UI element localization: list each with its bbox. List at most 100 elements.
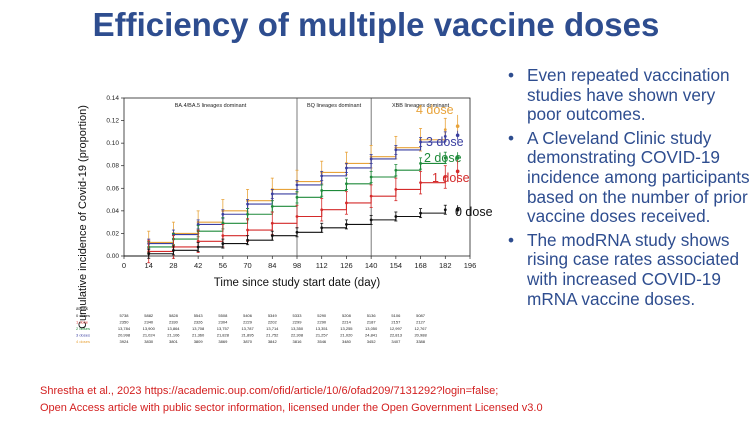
data-point-3-dose <box>246 202 249 206</box>
at-risk-count: 5508 <box>218 313 228 318</box>
at-risk-count: 20,998 <box>118 333 131 338</box>
at-risk-count: 3842 <box>268 339 278 344</box>
data-point-0-dose <box>270 234 274 238</box>
data-point-1-dose <box>369 194 373 198</box>
at-risk-count: 2187 <box>367 320 377 325</box>
x-axis-label: Time since study start date (day) <box>214 277 381 289</box>
data-point-1-dose <box>270 221 274 225</box>
at-risk-label: 3 doses <box>76 333 90 338</box>
data-point-0-dose <box>221 242 225 245</box>
data-point-3-dose <box>419 140 422 144</box>
at-risk-count: 13,757 <box>217 326 230 331</box>
x-tick-label: 28 <box>169 261 177 270</box>
bullet-icon: • <box>508 127 515 148</box>
end-point-1-dose <box>455 169 460 174</box>
at-risk-count: 5136 <box>367 313 377 318</box>
at-risk-count: 13,708 <box>192 326 205 331</box>
cumulative-incidence-chart: BA.4/BA.5 lineages dominant BQ lineages d… <box>76 95 493 344</box>
data-point-1-dose <box>320 208 324 212</box>
at-risk-count: 5333 <box>293 313 303 318</box>
bullet-text-3: The modRNA study shows rising case rates… <box>527 229 740 309</box>
data-point-0-dose <box>172 248 175 252</box>
at-risk-count: 12,997 <box>390 326 403 331</box>
data-point-2-dose <box>221 221 225 225</box>
x-tick-label: 154 <box>390 261 403 270</box>
at-risk-count: 2340 <box>144 320 154 325</box>
at-risk-count: 2157 <box>391 320 401 325</box>
y-tick-label: 0.14 <box>106 95 119 102</box>
series-label-2-dose: 2 dose <box>424 151 462 165</box>
end-point-4-dose <box>455 124 460 129</box>
at-risk-count: 5543 <box>194 313 204 318</box>
data-point-1-dose <box>419 181 422 185</box>
y-tick-label: 0.10 <box>106 140 119 147</box>
x-tick-label: 112 <box>316 261 328 270</box>
data-point-0-dose <box>369 218 373 222</box>
at-risk-count: 22,308 <box>291 333 304 338</box>
at-risk-count: 13,351 <box>316 326 329 331</box>
at-risk-count: 12,767 <box>414 326 427 331</box>
data-point-3-dose <box>345 166 348 170</box>
data-point-3-dose <box>394 148 398 152</box>
at-risk-count: 2202 <box>268 320 278 325</box>
at-risk-count: 21,020 <box>340 333 353 338</box>
data-point-2-dose <box>295 195 299 199</box>
series-label-4-dose: 4 dose <box>416 103 454 117</box>
y-tick-label: 0.02 <box>106 230 119 237</box>
at-risk-count: 3801 <box>169 339 179 344</box>
at-risk-count: 21,106 <box>167 333 180 338</box>
data-point-0-dose <box>419 211 422 215</box>
bullet-icon: • <box>508 229 515 250</box>
at-risk-count: 3816 <box>293 339 303 344</box>
data-point-0-dose <box>147 252 151 256</box>
data-point-3-dose <box>196 223 200 226</box>
data-point-2-dose <box>246 212 249 216</box>
at-risk-label: 2 doses <box>76 326 90 331</box>
series-label-0-dose: 0 dose <box>455 205 493 219</box>
data-point-1-dose <box>295 215 299 218</box>
series-line-4-dose <box>124 129 446 257</box>
end-point-3-dose <box>455 133 460 138</box>
data-point-1-dose <box>394 188 398 191</box>
at-risk-count: 21,360 <box>192 333 205 338</box>
at-risk-count: 5738 <box>120 313 130 318</box>
data-point-2-dose <box>369 175 373 179</box>
at-risk-count: 22,813 <box>390 333 403 338</box>
data-point-3-dose <box>369 157 373 161</box>
at-risk-count: 3546 <box>317 339 327 344</box>
at-risk-count: 24,841 <box>365 333 378 338</box>
period-label-1: BA.4/BA.5 lineages dominant <box>175 103 247 109</box>
at-risk-count: 13,784 <box>118 326 131 331</box>
at-risk-count: 2229 <box>243 320 253 325</box>
data-point-4-dose <box>443 128 447 131</box>
data-point-1-dose <box>443 175 447 179</box>
end-point-2-dose <box>455 156 460 160</box>
at-risk-count: 5290 <box>317 313 327 318</box>
data-point-1-dose <box>196 239 200 243</box>
at-risk-count: 21,895 <box>241 333 254 338</box>
at-risk-count: 2330 <box>169 320 179 325</box>
bullet-text-1: Even repeated vaccination studies have s… <box>527 65 730 125</box>
at-risk-count: 21,024 <box>143 333 156 338</box>
at-risk-count: 5349 <box>268 313 278 318</box>
at-risk-count: 3924 <box>120 339 130 344</box>
data-point-2-dose <box>443 156 447 160</box>
data-point-3-dose <box>270 192 274 196</box>
data-point-3-dose <box>295 183 299 187</box>
y-tick-label: 0.04 <box>106 208 119 215</box>
at-risk-count: 5406 <box>243 313 253 318</box>
at-risk-count: 13,900 <box>143 326 156 331</box>
data-point-0-dose <box>295 230 299 234</box>
at-risk-count: 5087 <box>416 313 426 318</box>
series-label-3-dose: 3 dose <box>426 135 464 149</box>
at-risk-count: 2127 <box>416 320 426 325</box>
citation-line-2: Open Access article with public sector i… <box>40 402 543 414</box>
data-point-1-dose <box>246 228 249 232</box>
at-risk-count: 3480 <box>342 339 352 344</box>
at-risk-count: 2304 <box>218 320 228 325</box>
at-risk-count: 2350 <box>120 320 130 325</box>
at-risk-title: at risk <box>76 306 89 311</box>
x-tick-label: 42 <box>194 261 202 270</box>
at-risk-count: 13,255 <box>340 326 353 331</box>
period-label-2: BQ lineages dominant <box>307 103 362 109</box>
